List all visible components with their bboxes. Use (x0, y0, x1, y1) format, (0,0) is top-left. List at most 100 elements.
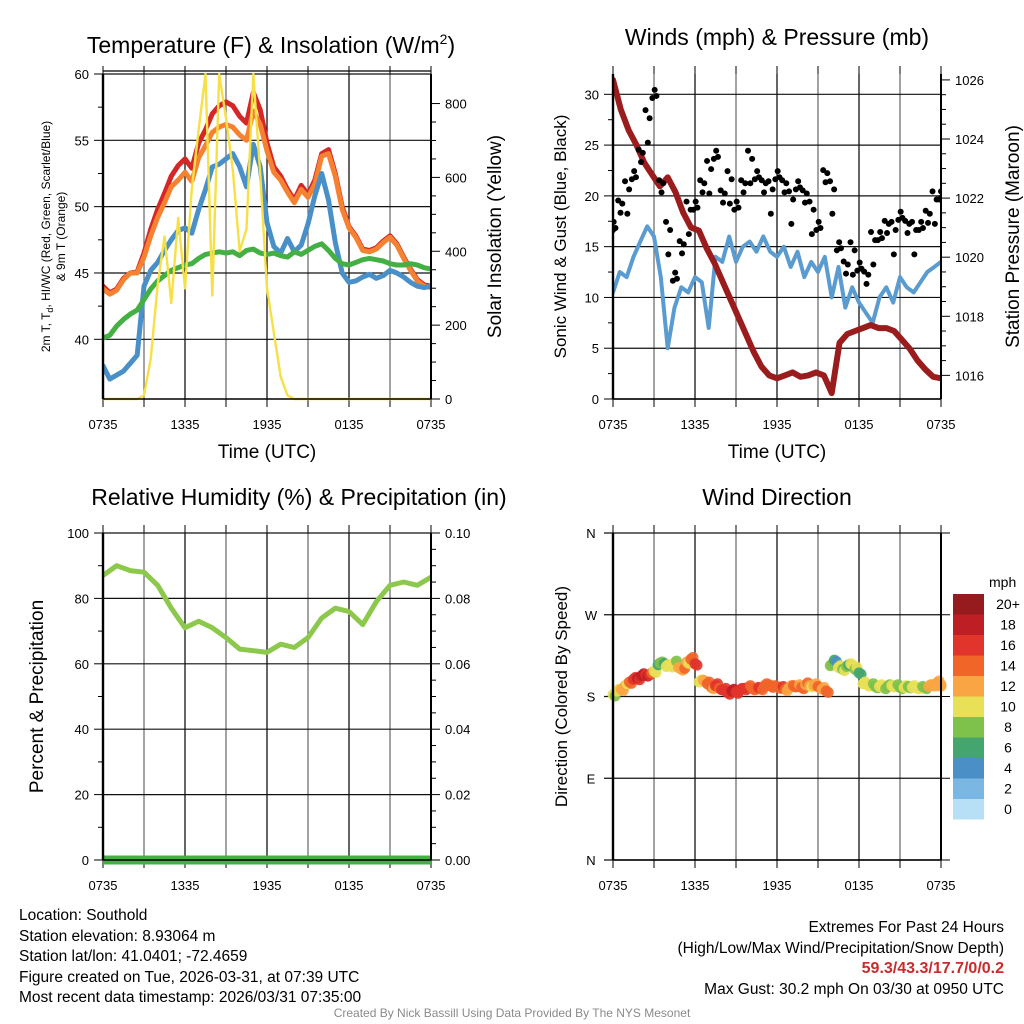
y-tick-label: E (587, 771, 596, 786)
y-axis-label-right: Solar Insolation (Yellow) (485, 135, 506, 338)
gust-point (822, 179, 829, 186)
gust-point (892, 227, 899, 233)
gust-point (844, 261, 851, 268)
x-tick-label: 0735 (927, 417, 956, 432)
gust-point (665, 251, 672, 258)
gust-point (699, 189, 706, 196)
gust-point (631, 168, 638, 175)
extremes-info: Extremes For Past 24 Hours (High/Low/Max… (678, 918, 1005, 1000)
created-text: Figure created on Tue, 2026-03-31, at 07… (19, 968, 360, 986)
legend-label: 2 (1004, 781, 1012, 797)
gust-point (724, 168, 731, 175)
legend-swatch (953, 696, 984, 717)
latest-timestamp-text: Most recent data timestamp: 2026/03/31 0… (19, 989, 362, 1006)
chart-title: Wind Direction (702, 484, 852, 510)
direction-point (822, 686, 834, 698)
y-tick-label: S (587, 690, 596, 705)
gust-point (790, 196, 797, 203)
gust-point (904, 230, 911, 237)
y-right-tick-label: 1022 (955, 191, 984, 206)
gust-point (708, 166, 715, 173)
gust-point (644, 139, 651, 146)
gust-point (902, 217, 909, 224)
y-right-tick-label: 400 (445, 244, 467, 259)
y-tick-label: N (586, 853, 595, 868)
y-axis-label-right: Station Pressure (Maroon) (1003, 125, 1024, 348)
station-info: Location: Southold Station elevation: 8.… (19, 906, 361, 1009)
x-tick-label: 0135 (845, 878, 874, 893)
legend-swatch (953, 717, 984, 738)
gust-point (810, 206, 817, 213)
legend-label: 18 (1000, 617, 1016, 633)
gust-point (720, 199, 727, 206)
gust-point (749, 155, 756, 162)
gust-point (929, 188, 936, 195)
y-tick-label: 55 (75, 133, 89, 148)
gust-point (779, 177, 786, 184)
x-tick-label: 0735 (927, 878, 956, 893)
x-tick-label: 0135 (845, 417, 874, 432)
y-tick-label: 5 (592, 341, 599, 356)
gust-point (646, 115, 653, 122)
gust-point (761, 189, 768, 196)
gust-point (878, 235, 885, 242)
y-tick-label: 30 (585, 87, 599, 102)
legend-swatch (953, 758, 984, 779)
gust-point (685, 231, 692, 238)
y-right-tick-label: 800 (445, 97, 467, 112)
gust-point (673, 275, 680, 282)
y-tick-label: 45 (75, 266, 89, 281)
y-axis-label: Percent & Precipitation (27, 600, 48, 793)
x-tick-label: 0135 (335, 878, 364, 893)
y-right-tick-label: 0.02 (445, 788, 470, 803)
gust-point (837, 245, 844, 252)
gust-point (635, 146, 642, 153)
gust-point (786, 188, 793, 195)
legend-swatch (953, 635, 984, 656)
y-right-tick-label: 0.04 (445, 722, 470, 737)
y-tick-label: 25 (585, 138, 599, 153)
gust-point (870, 261, 877, 268)
y-tick-label: 40 (75, 722, 89, 737)
direction-points (607, 651, 947, 702)
series-sonic-wind (613, 224, 941, 351)
gust-point (831, 186, 838, 193)
gust-point (651, 86, 658, 93)
legend-swatch (953, 655, 984, 676)
gust-point (827, 178, 834, 185)
gust-point (667, 227, 674, 233)
gust-point (733, 198, 740, 205)
gust-point (683, 198, 690, 205)
gust-point (851, 247, 858, 254)
gust-point (897, 208, 904, 215)
direction-point (691, 659, 703, 671)
gust-point (769, 186, 776, 193)
legend-title: mph (989, 574, 1016, 590)
y-tick-label: 100 (67, 526, 89, 541)
gust-point (754, 168, 761, 175)
gust-point (728, 176, 735, 183)
gust-point (740, 189, 747, 196)
gust-point (909, 218, 916, 225)
gust-point (922, 207, 929, 214)
gust-point (660, 180, 667, 187)
x-tick-label: 1935 (253, 417, 282, 432)
y-tick-label: 50 (75, 200, 89, 215)
gust-point (868, 229, 875, 236)
y-right-tick-label: 0.00 (445, 853, 470, 868)
gust-point (697, 177, 704, 184)
y-tick-label: 0 (592, 392, 599, 407)
gust-point (679, 250, 686, 257)
gust-point (817, 224, 824, 231)
gust-point (758, 177, 765, 184)
gust-point (795, 178, 802, 185)
gust-point (742, 180, 749, 187)
y-tick-label: 0 (82, 853, 89, 868)
gust-point (726, 200, 733, 207)
legend-swatch (953, 799, 984, 820)
gust-point (747, 180, 754, 187)
extremes-values: 59.3/43.3/17.7/0/0.2 (861, 960, 1004, 977)
y-tick-label: 60 (75, 657, 89, 672)
x-axis-label: Time (UTC) (728, 442, 827, 463)
